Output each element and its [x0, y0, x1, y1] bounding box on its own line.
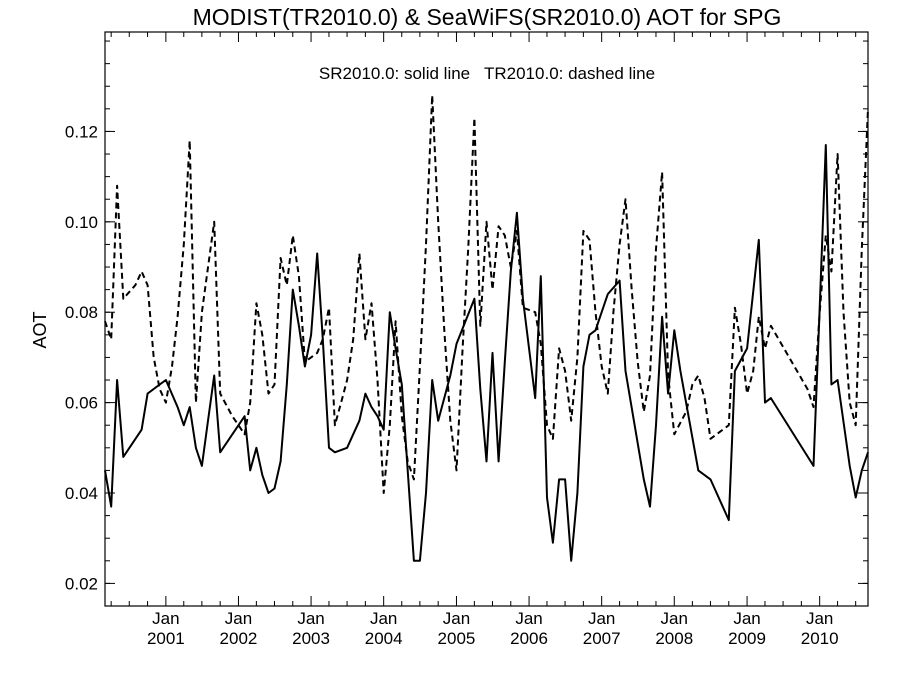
- x-tick-month: Jan: [152, 609, 179, 628]
- x-tick-year: 2002: [220, 629, 258, 648]
- y-tick-label: 0.02: [65, 574, 98, 593]
- x-tick-month: Jan: [806, 609, 833, 628]
- x-tick-month: Jan: [225, 609, 252, 628]
- chart-title: MODIST(TR2010.0) & SeaWiFS(SR2010.0) AOT…: [193, 4, 782, 30]
- x-tick-year: 2008: [655, 629, 693, 648]
- x-tick-month: Jan: [297, 609, 324, 628]
- x-tick-month: Jan: [443, 609, 470, 628]
- y-tick-label: 0.08: [65, 303, 98, 322]
- y-tick-label: 0.04: [65, 484, 98, 503]
- x-tick-month: Jan: [370, 609, 397, 628]
- series-lines: [104, 94, 869, 562]
- x-tick-year: 2001: [147, 629, 185, 648]
- y-tick-label: 0.10: [65, 213, 98, 232]
- x-tick-year: 2004: [365, 629, 403, 648]
- y-tick-label: 0.12: [65, 122, 98, 141]
- series-line-TR2010.0: [104, 94, 869, 494]
- x-tick-month: Jan: [733, 609, 760, 628]
- axis-ticks: 0.020.040.060.080.100.12Jan2001Jan2002Ja…: [65, 32, 868, 648]
- y-tick-label: 0.06: [65, 394, 98, 413]
- x-tick-year: 2007: [583, 629, 621, 648]
- x-tick-year: 2009: [728, 629, 766, 648]
- x-tick-year: 2006: [510, 629, 548, 648]
- x-tick-year: 2003: [292, 629, 330, 648]
- series-annotation: SR2010.0: solid line TR2010.0: dashed li…: [319, 64, 655, 83]
- x-tick-year: 2010: [801, 629, 839, 648]
- x-tick-month: Jan: [588, 609, 615, 628]
- x-tick-month: Jan: [661, 609, 688, 628]
- series-line-SR2010.0: [104, 144, 869, 562]
- plot-frame: [104, 31, 869, 607]
- x-tick-year: 2005: [438, 629, 476, 648]
- x-tick-month: Jan: [515, 609, 542, 628]
- y-axis-label: AOT: [30, 311, 50, 348]
